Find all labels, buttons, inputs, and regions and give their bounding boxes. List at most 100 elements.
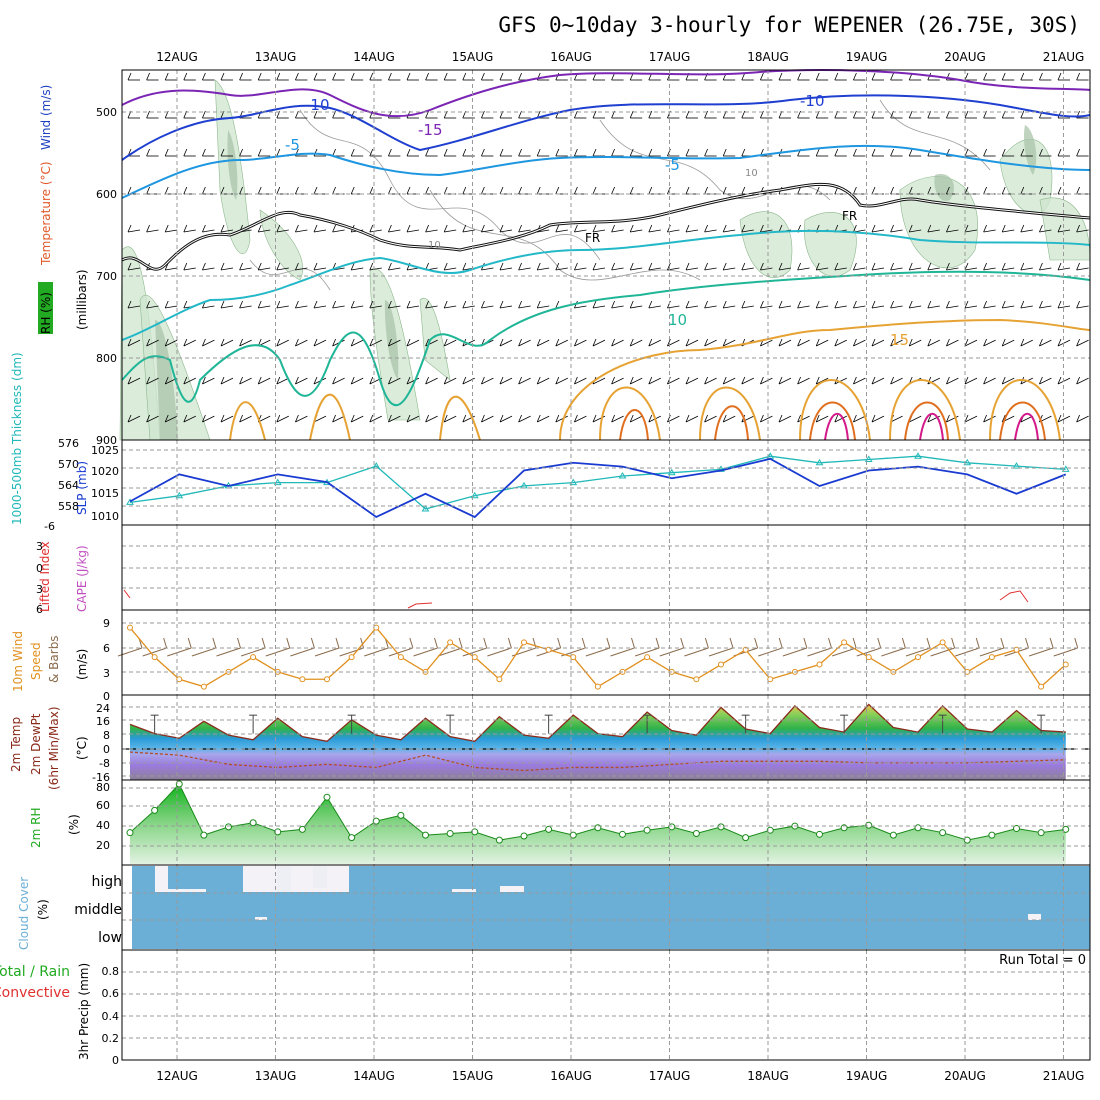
wind-barb-flag [629, 224, 634, 233]
wind-barb-flag [722, 262, 727, 271]
wind-barb-flag [1020, 186, 1025, 195]
wind-barb [555, 377, 568, 385]
wind-barb-flag [332, 414, 336, 423]
wind-barb-flag [536, 262, 541, 271]
date-label-bottom: 14AUG [353, 1069, 395, 1083]
wind-barb [834, 267, 847, 271]
wind-barb [946, 229, 959, 233]
rh2m-point [939, 829, 947, 837]
wind10-barb-tick [310, 637, 315, 649]
wind-barb-flag [518, 262, 522, 271]
wind-barb [388, 305, 401, 309]
thickness-point [914, 452, 922, 459]
wind-barb-flag [202, 148, 206, 157]
wind-barb-flag [871, 338, 876, 347]
wind-barb [165, 415, 178, 423]
temp2m-panel: 24 16 8 0 -8 -16 2m Temp 2m DewPt (6hr M… [9, 702, 1090, 790]
wind-barb-flag [332, 224, 336, 233]
wind-barb-flag [760, 300, 764, 309]
pressure-tick: 500 [96, 106, 117, 119]
rh2m-tick: 40 [96, 819, 110, 832]
wind-barb-flag [239, 414, 243, 423]
wind10-point [718, 661, 724, 668]
wind-barb-flag [499, 338, 504, 347]
lifted-tick: 3 [36, 583, 43, 596]
precip-panel: Run Total = 0 0.8 0.6 0.4 0.2 0 Total / … [0, 953, 1086, 1067]
wind-barb-flag [257, 72, 262, 81]
wind-barb [1076, 339, 1089, 347]
wind-barb-flag [946, 186, 950, 195]
wind-barb-flag [685, 148, 690, 157]
wind-axis-label: Wind (m/s) [39, 85, 53, 150]
rh-legend-box [38, 282, 53, 334]
wind10-barb-tick [507, 637, 512, 649]
wind-barb-flag [202, 338, 206, 347]
wind-barb-flag [946, 376, 950, 385]
temp2m-tick: 24 [96, 702, 110, 715]
wind-barb [258, 305, 271, 309]
wind-barb-flag [202, 376, 206, 385]
wind-barb-flag [481, 72, 485, 81]
wind10-barb-tick [360, 637, 365, 649]
wind-barb-flag [1076, 262, 1080, 271]
wind-barb [555, 415, 568, 423]
wind10-barb [856, 647, 881, 657]
wind-barb-flag [983, 186, 987, 195]
wind-barb-flag [1020, 300, 1025, 309]
wind-barb-flag [983, 376, 987, 385]
rh2m-point [717, 823, 725, 831]
wind-barb-flag [313, 224, 318, 233]
wind10-barb-tick [261, 637, 266, 649]
wind-barb-flag [146, 300, 150, 309]
wind10-barb [979, 647, 1005, 657]
wind-barb-flag [853, 338, 857, 347]
wind-barb-flag [983, 72, 987, 81]
wind-barb-flag [871, 262, 876, 271]
wind-barb-flag [239, 300, 243, 309]
wind-barb [202, 229, 215, 233]
wind-barb-flag [406, 300, 411, 309]
wind-barb [444, 229, 457, 233]
wind-barb [890, 339, 903, 347]
wind-barb [220, 229, 234, 233]
wind10-point [1013, 646, 1020, 653]
wind-barb-flag [388, 262, 392, 271]
wind-barb-flag [722, 300, 727, 309]
wind-barb-flag [778, 338, 783, 347]
wind-barb [816, 339, 829, 347]
slp-panel: 576 570 564 558 1025 1020 1015 1010 1000… [10, 352, 1070, 525]
wind-barb-flag [648, 262, 653, 271]
wind-barb [220, 339, 234, 347]
wind-barb-flag [1039, 224, 1043, 233]
wind-barb [778, 415, 792, 423]
pressure-tick: 700 [96, 270, 117, 283]
wind-barb-flag [1057, 186, 1062, 195]
wind-barb-flag [295, 338, 299, 347]
wind-barb [741, 377, 754, 385]
wind-barb [351, 415, 364, 423]
rh2m-point [200, 831, 208, 839]
wind10-barb [659, 647, 684, 657]
wind-barb [165, 305, 178, 309]
wind-barb [760, 229, 773, 233]
wind-barb-flag [183, 338, 188, 347]
wind-barb [834, 305, 847, 309]
wind-barb-flag [555, 72, 560, 81]
wind10-barb-tick [631, 637, 635, 649]
wind-barb [890, 415, 903, 423]
wind-barb-flag [908, 262, 913, 271]
wind-barb-flag [983, 300, 987, 309]
wind-barb [1039, 305, 1052, 309]
wind-barb-flag [667, 262, 671, 271]
precip-tick: 0.4 [102, 1010, 120, 1023]
wind-barb-flag [1057, 300, 1062, 309]
wind-barb-flag [611, 262, 615, 271]
wind-barb [1002, 339, 1015, 347]
wind-barb [1039, 267, 1052, 271]
rh2m-point [643, 826, 651, 834]
date-label-bottom: 12AUG [156, 1069, 198, 1083]
wind-barb [406, 267, 420, 271]
thickness-markers [126, 452, 1070, 512]
wind-barb-flag [574, 148, 578, 157]
wind-barb-flag [127, 376, 132, 385]
